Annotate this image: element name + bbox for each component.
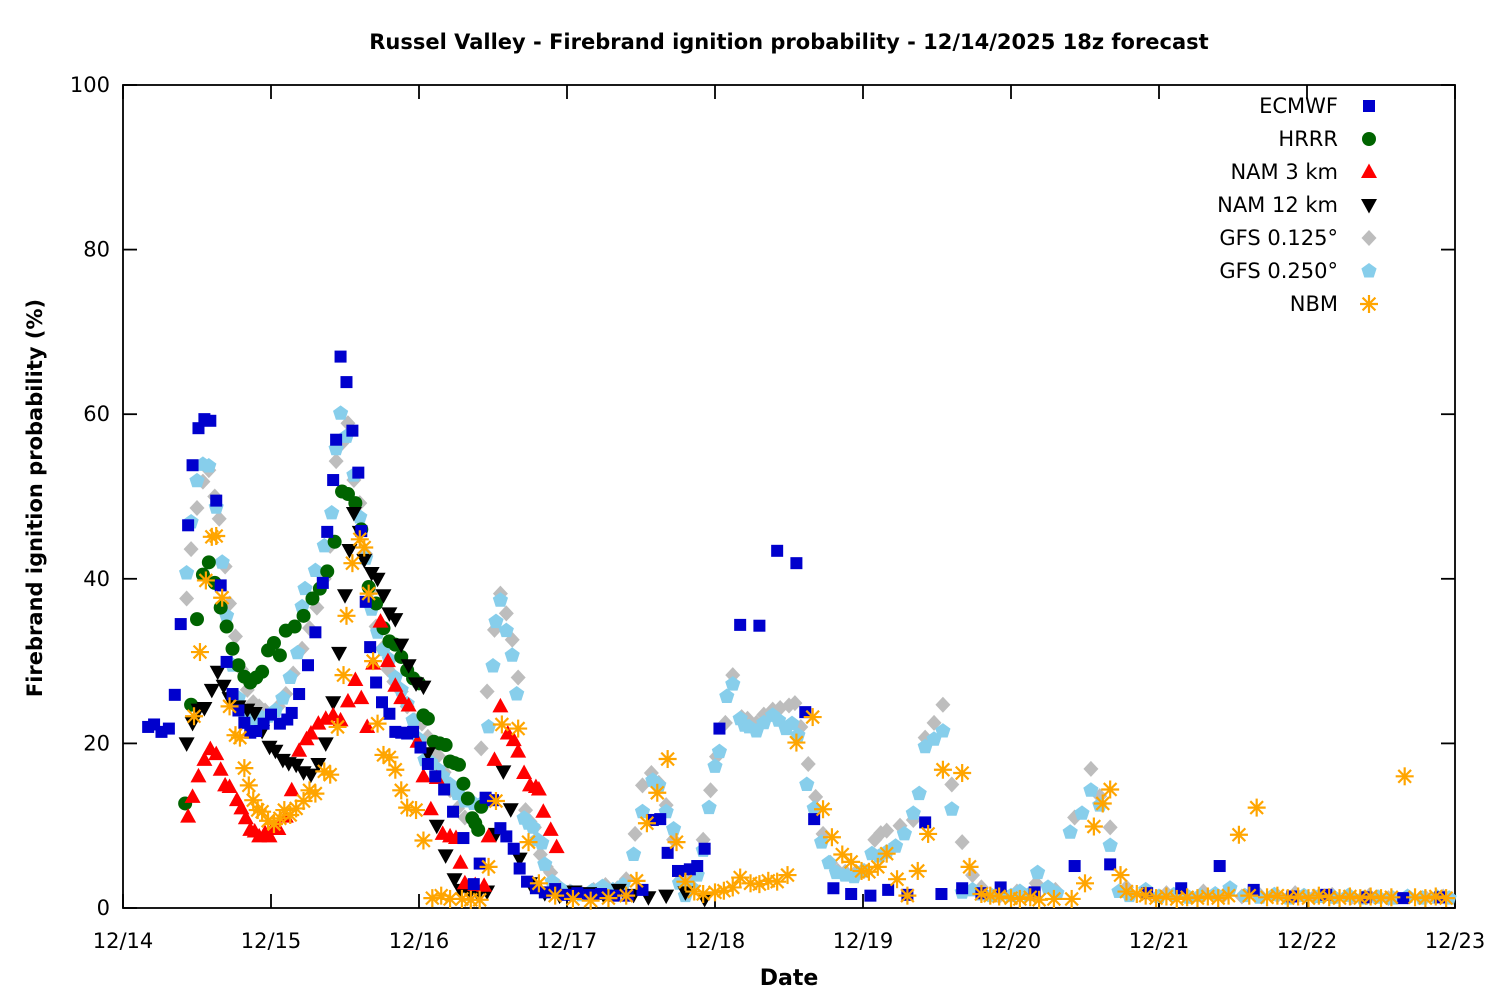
legend-label: HRRR [1278, 126, 1338, 151]
legend: ECMWF HRRR NAM 3 km NAM 12 km GFS 0.125°… [1217, 89, 1382, 320]
square-marker-icon [1363, 99, 1375, 112]
legend-label: GFS 0.125° [1219, 225, 1338, 250]
svg-text:20: 20 [83, 731, 110, 755]
legend-label: NAM 12 km [1217, 192, 1338, 217]
svg-text:12/21: 12/21 [1129, 929, 1190, 953]
svg-text:12/17: 12/17 [537, 929, 598, 953]
svg-text:12/19: 12/19 [833, 929, 894, 953]
svg-text:60: 60 [83, 402, 110, 426]
legend-item-gfs0250: GFS 0.250° [1217, 254, 1382, 287]
asterisk-marker-icon [1360, 294, 1378, 313]
pentagon-marker-icon [1361, 262, 1377, 277]
triangle-up-marker-icon [1361, 163, 1377, 178]
svg-text:12/15: 12/15 [241, 929, 302, 953]
svg-text:0: 0 [97, 896, 110, 920]
legend-label: NAM 3 km [1230, 159, 1338, 184]
legend-label: NBM [1289, 291, 1338, 316]
legend-item-gfs0125: GFS 0.125° [1217, 221, 1382, 254]
svg-text:12/18: 12/18 [685, 929, 746, 953]
legend-item-ecmwf: ECMWF [1217, 89, 1382, 122]
legend-item-nbm: NBM [1217, 287, 1382, 320]
svg-text:12/22: 12/22 [1277, 929, 1338, 953]
x-axis-label: Date [759, 966, 819, 991]
chart-title: Russel Valley - Firebrand ignition proba… [369, 30, 1209, 54]
legend-item-nam12km: NAM 12 km [1217, 188, 1382, 221]
triangle-down-marker-icon [1361, 198, 1377, 213]
svg-text:12/23: 12/23 [1425, 929, 1486, 953]
diamond-marker-icon [1361, 229, 1377, 246]
legend-label: ECMWF [1259, 93, 1338, 118]
legend-label: GFS 0.250° [1219, 258, 1338, 283]
svg-text:40: 40 [83, 567, 110, 591]
svg-text:12/16: 12/16 [389, 929, 450, 953]
legend-item-nam3km: NAM 3 km [1217, 155, 1382, 188]
svg-text:80: 80 [83, 238, 110, 262]
svg-text:12/20: 12/20 [981, 929, 1042, 953]
legend-item-hrrr: HRRR [1217, 122, 1382, 155]
svg-text:12/14: 12/14 [93, 929, 154, 953]
svg-text:100: 100 [70, 73, 110, 97]
circle-marker-icon [1362, 131, 1376, 146]
